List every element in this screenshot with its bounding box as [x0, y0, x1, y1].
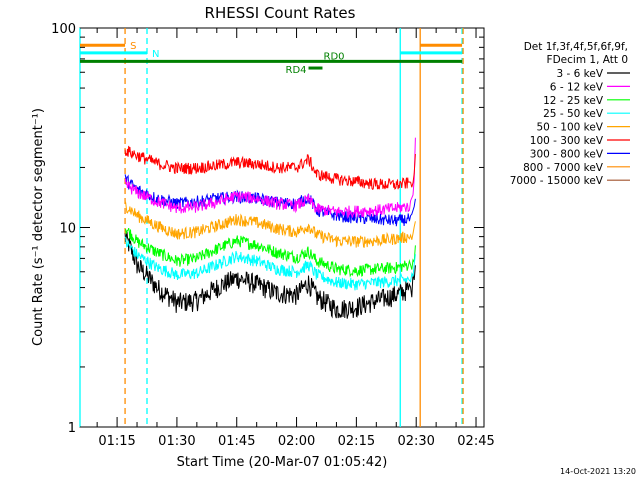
y-axis-label: Count Rate (s⁻¹ detector segment⁻¹) [31, 108, 46, 346]
legend-entry-label: 7000 - 15000 keV [510, 175, 604, 187]
series-line [124, 201, 416, 248]
series-line [124, 236, 416, 291]
legend-entry-label: 100 - 300 keV [530, 135, 604, 147]
series-line [124, 227, 416, 278]
legend-entry-label: 3 - 6 keV [556, 68, 603, 80]
series-group [124, 137, 416, 319]
y-tick-label: 1 [68, 421, 76, 436]
legend-entry-label: 300 - 800 keV [530, 148, 604, 160]
legend: Det 1f,3f,4f,5f,6f,9f,FDecim 1, Att 0 3 -… [510, 41, 630, 187]
plot-area [79, 27, 485, 428]
legend-header: Det 1f,3f,4f,5f,6f,9f, [524, 41, 628, 53]
x-tick-label: 01:45 [218, 434, 255, 449]
marker-label: RD4 [286, 65, 307, 76]
x-tick-label: 02:15 [338, 434, 375, 449]
legend-entry-label: 50 - 100 keV [536, 122, 603, 134]
legend-entry-label: 12 - 25 keV [543, 95, 604, 107]
series-line [124, 230, 416, 319]
x-tick-label: 01:15 [98, 434, 135, 449]
x-tick-label: 02:45 [457, 434, 494, 449]
legend-entry-label: 800 - 7000 keV [523, 162, 604, 174]
marker-label: RD0 [324, 51, 345, 62]
legend-header: FDecim 1, Att 0 [547, 54, 628, 66]
y-tick-label: 10 [59, 222, 76, 237]
series-line [124, 174, 416, 227]
x-tick-label: 02:00 [278, 434, 315, 449]
marker-bars: S N RD0 RD4 [80, 41, 463, 76]
chart-title: RHESSI Count Rates [205, 4, 356, 22]
x-tick-label: 01:30 [158, 434, 195, 449]
marker-label: N [152, 49, 159, 60]
series-line [124, 145, 416, 190]
x-axis-label: Start Time (20-Mar-07 01:05:42) [177, 455, 388, 470]
legend-entry-label: 6 - 12 keV [550, 81, 604, 93]
y-tick-label: 100 [51, 22, 76, 37]
marker-label: S [130, 41, 136, 52]
footer-date: 14-Oct-2021 13:20 [560, 467, 636, 476]
legend-entry-label: 25 - 50 keV [543, 108, 604, 120]
y-axis: 1 10 100 [51, 22, 484, 436]
series-line [124, 137, 416, 220]
x-axis: 01:15 01:30 01:45 02:00 02:15 02:30 02:45 [96, 28, 495, 449]
plot-frame [79, 27, 485, 428]
x-tick-label: 02:30 [397, 434, 434, 449]
vertical-lines [79, 28, 464, 427]
